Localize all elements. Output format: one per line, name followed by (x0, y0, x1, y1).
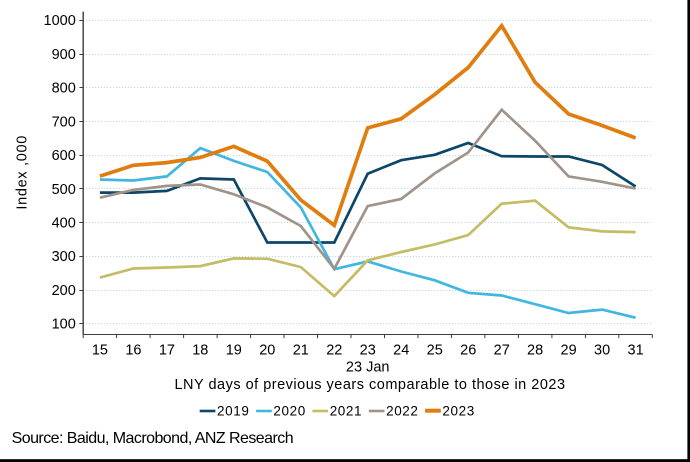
svg-text:Source: Baidu, Macrobond, ANZ: Source: Baidu, Macrobond, ANZ Research (12, 430, 293, 447)
svg-text:15: 15 (92, 342, 108, 358)
svg-text:22: 22 (326, 342, 342, 358)
svg-text:20: 20 (259, 342, 275, 358)
svg-text:700: 700 (52, 114, 76, 130)
svg-text:28: 28 (527, 342, 543, 358)
svg-text:29: 29 (561, 342, 577, 358)
svg-text:600: 600 (52, 148, 76, 164)
svg-text:Index ,000: Index ,000 (15, 135, 31, 210)
svg-text:18: 18 (192, 342, 208, 358)
svg-text:30: 30 (594, 342, 610, 358)
svg-text:100: 100 (52, 317, 76, 333)
svg-text:26: 26 (460, 342, 476, 358)
svg-text:2022: 2022 (386, 404, 418, 419)
svg-text:800: 800 (52, 81, 76, 97)
svg-text:2021: 2021 (330, 404, 362, 419)
svg-text:19: 19 (226, 342, 242, 358)
svg-text:2019: 2019 (217, 404, 249, 419)
svg-text:27: 27 (494, 342, 510, 358)
svg-text:300: 300 (52, 249, 76, 265)
svg-text:2023: 2023 (442, 404, 474, 419)
svg-text:17: 17 (159, 342, 175, 358)
svg-text:900: 900 (52, 47, 76, 63)
svg-text:25: 25 (427, 342, 443, 358)
svg-text:24: 24 (393, 342, 409, 358)
svg-text:500: 500 (52, 182, 76, 198)
svg-text:2020: 2020 (273, 404, 305, 419)
svg-text:16: 16 (125, 342, 141, 358)
svg-text:LNY days of previous years com: LNY days of previous years comparable to… (174, 377, 565, 393)
svg-text:31: 31 (628, 342, 644, 358)
svg-text:21: 21 (293, 342, 309, 358)
svg-text:23 Jan: 23 Jan (346, 359, 390, 375)
svg-text:200: 200 (52, 283, 76, 299)
svg-text:23: 23 (360, 342, 376, 358)
svg-text:400: 400 (52, 216, 76, 232)
svg-text:1000: 1000 (44, 13, 76, 29)
